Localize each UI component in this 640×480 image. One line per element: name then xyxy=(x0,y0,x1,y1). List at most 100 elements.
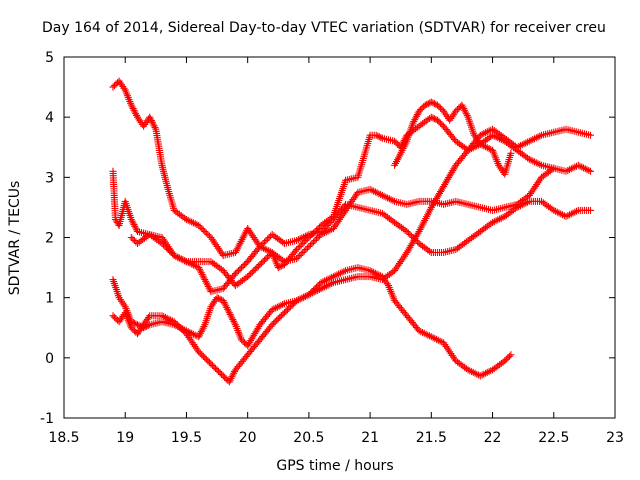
data-point xyxy=(288,301,296,309)
data-point xyxy=(177,255,185,263)
data-point xyxy=(195,222,203,229)
data-point xyxy=(212,364,219,372)
data-point xyxy=(518,141,526,149)
data-point xyxy=(532,159,540,167)
data-point xyxy=(244,273,252,281)
data-point xyxy=(196,265,204,273)
data-point xyxy=(226,310,234,318)
data-point xyxy=(199,324,207,332)
data-point xyxy=(429,99,437,107)
data-point xyxy=(127,324,135,332)
data-point xyxy=(213,366,221,374)
data-point xyxy=(226,376,234,384)
data-point xyxy=(276,313,284,321)
data-point xyxy=(206,286,214,294)
data-point xyxy=(170,318,178,326)
data-point xyxy=(242,259,250,267)
data-point xyxy=(265,247,273,255)
data-point xyxy=(109,83,117,91)
data-point xyxy=(134,321,141,329)
data-point xyxy=(179,327,187,335)
data-point xyxy=(272,304,280,312)
data-point xyxy=(564,212,572,220)
data-point xyxy=(202,229,210,237)
x-tick-label: 23 xyxy=(606,430,624,446)
data-point xyxy=(129,325,137,333)
data-point xyxy=(587,167,594,175)
data-point xyxy=(311,237,319,244)
data-point xyxy=(310,229,317,237)
data-point xyxy=(311,228,319,235)
data-point xyxy=(496,215,504,223)
data-point xyxy=(435,103,443,111)
data-point xyxy=(231,319,238,327)
data-point xyxy=(225,309,233,317)
data-point xyxy=(261,256,268,264)
x-tick-label: 19.5 xyxy=(171,430,202,446)
plot-frame xyxy=(63,56,616,419)
data-point xyxy=(314,225,322,232)
data-marks xyxy=(109,77,594,386)
data-point xyxy=(429,114,437,122)
x-tick-label: 21.5 xyxy=(416,430,447,446)
data-point xyxy=(257,259,265,267)
data-point xyxy=(418,104,426,112)
data-point xyxy=(460,105,468,113)
data-point xyxy=(421,101,429,109)
data-point xyxy=(238,264,245,272)
data-point xyxy=(130,237,138,244)
data-point xyxy=(248,268,256,276)
data-point xyxy=(587,206,594,214)
data-point xyxy=(391,137,399,145)
x-tick-label: 22.5 xyxy=(538,430,569,446)
data-point xyxy=(250,267,258,275)
data-point xyxy=(419,329,427,336)
data-point xyxy=(438,121,446,129)
data-point xyxy=(258,243,266,251)
data-point xyxy=(478,141,486,149)
data-point xyxy=(198,225,206,232)
data-point xyxy=(184,216,192,224)
data-point xyxy=(268,321,276,329)
y-tick-label: 0 xyxy=(45,351,54,367)
data-point xyxy=(413,112,420,120)
data-point xyxy=(198,351,206,359)
data-point xyxy=(414,229,422,237)
data-point xyxy=(502,355,510,363)
data-point xyxy=(415,107,423,115)
data-point xyxy=(158,312,166,320)
data-point xyxy=(218,370,226,378)
data-point xyxy=(253,264,261,272)
data-point xyxy=(368,186,376,194)
data-point xyxy=(314,234,322,241)
data-point xyxy=(274,264,282,272)
series-series-5 xyxy=(127,113,558,296)
data-point xyxy=(372,131,380,139)
data-point xyxy=(261,238,268,246)
y-axis-label: SDTVAR / TECUs xyxy=(7,181,23,296)
data-point xyxy=(274,315,282,323)
data-point xyxy=(293,255,301,263)
data-point xyxy=(294,253,302,261)
data-point xyxy=(426,332,434,340)
x-tick-label: 21 xyxy=(361,430,379,446)
data-point xyxy=(271,318,279,326)
data-point xyxy=(279,310,287,318)
data-point xyxy=(231,270,239,278)
data-point xyxy=(451,136,458,144)
data-point xyxy=(196,223,204,231)
y-tick-label: 5 xyxy=(45,50,54,66)
data-point xyxy=(305,243,313,250)
data-point xyxy=(268,306,276,314)
data-point xyxy=(378,191,386,199)
data-point xyxy=(315,286,323,293)
data-point xyxy=(507,149,515,157)
data-point xyxy=(492,217,500,225)
data-point xyxy=(262,237,270,244)
data-point xyxy=(313,235,320,243)
data-point xyxy=(251,265,259,273)
data-point xyxy=(221,373,229,381)
data-point xyxy=(213,294,221,302)
data-point xyxy=(261,245,269,253)
data-point xyxy=(302,237,310,244)
